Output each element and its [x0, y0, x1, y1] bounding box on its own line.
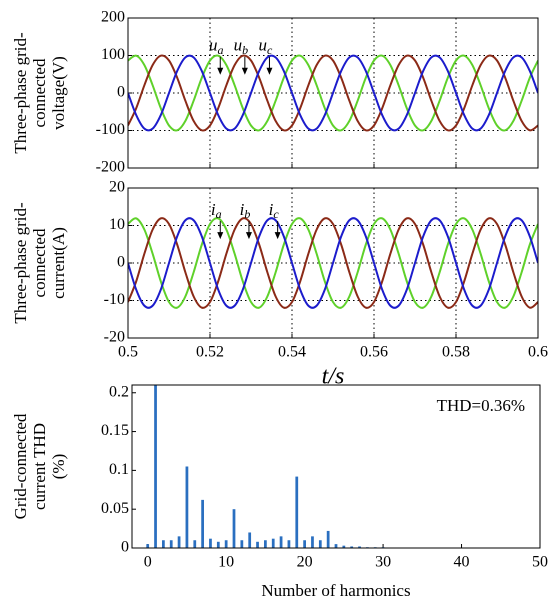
- bar: [264, 540, 267, 548]
- y-tick-label: 10: [109, 216, 125, 233]
- bar: [350, 546, 354, 548]
- series-line: [128, 217, 538, 309]
- bar: [177, 536, 181, 548]
- plot-frame: [131, 384, 541, 549]
- y-tick-label: 0.2: [109, 383, 129, 400]
- y-axis-label: voltage(V): [49, 56, 68, 130]
- y-axis-label: connected: [30, 58, 49, 127]
- series-label-subscript: c: [273, 207, 279, 221]
- y-tick-label: 0: [121, 539, 129, 556]
- y-tick-label: 20: [109, 179, 125, 196]
- y-axis-label: current(A): [49, 227, 68, 299]
- series-line: [128, 54, 538, 132]
- series-label-subscript: a: [218, 43, 224, 57]
- bar: [185, 466, 189, 548]
- series-label-subscript: b: [242, 43, 248, 57]
- arrow-head: [266, 67, 273, 75]
- series-label: ub: [234, 36, 249, 57]
- series-line: [128, 54, 538, 132]
- bar: [146, 544, 150, 548]
- x-tick-label: 30: [375, 554, 391, 571]
- series-label: ic: [269, 200, 280, 221]
- bar: [318, 540, 322, 548]
- x-tick-label: 0: [144, 554, 152, 571]
- arrow-head: [274, 232, 281, 240]
- y-axis-label: Three-phase grid-: [11, 202, 30, 324]
- arrow-head: [245, 232, 252, 240]
- y-tick-label: 200: [101, 9, 125, 26]
- y-tick-label: 0: [117, 84, 125, 101]
- bar: [334, 544, 338, 548]
- bar: [216, 541, 220, 548]
- bar: [279, 536, 283, 548]
- bar: [256, 541, 259, 548]
- bar: [201, 499, 204, 548]
- y-tick-label: 0.15: [101, 422, 129, 439]
- x-tick-label: 0.5: [118, 344, 138, 361]
- series-label-subscript: c: [267, 43, 273, 57]
- series-line: [128, 54, 538, 132]
- bar: [240, 540, 244, 548]
- bar: [154, 385, 157, 548]
- series-line: [128, 217, 538, 309]
- bar: [224, 540, 228, 548]
- x-axis-label: t/s: [322, 364, 345, 390]
- y-tick-label: 0.1: [109, 461, 129, 478]
- bar: [311, 536, 314, 548]
- x-tick-label: 40: [454, 554, 470, 571]
- x-tick-label: 0.6: [528, 344, 548, 361]
- series-label-subscript: a: [216, 207, 222, 221]
- y-axis-label: Grid-connected: [11, 413, 30, 519]
- bar: [303, 540, 306, 548]
- bar: [342, 545, 346, 548]
- series-line: [128, 217, 538, 309]
- series-label: ua: [209, 36, 224, 57]
- x-tick-label: 10: [218, 554, 234, 571]
- y-tick-label: 100: [101, 46, 125, 63]
- x-tick-label: 0.52: [196, 344, 224, 361]
- x-tick-label: 20: [297, 554, 313, 571]
- series-label: uc: [259, 36, 274, 57]
- plot-frame: [127, 187, 539, 339]
- bar: [358, 546, 361, 548]
- series-label-subscript: b: [244, 207, 250, 221]
- bar: [287, 540, 291, 548]
- bar: [295, 476, 299, 548]
- bar: [169, 540, 173, 548]
- series-label: ib: [240, 200, 251, 221]
- bar: [248, 532, 252, 548]
- y-axis-label: connected: [30, 228, 49, 297]
- bar: [193, 540, 197, 548]
- bar: [162, 540, 165, 548]
- y-tick-label: -200: [96, 159, 125, 176]
- y-axis-label: (%): [49, 454, 68, 479]
- y-tick-label: -10: [104, 291, 125, 308]
- annotation: THD=0.36%: [437, 396, 525, 415]
- y-tick-label: -20: [104, 329, 125, 346]
- y-tick-label: -100: [96, 121, 125, 138]
- x-tick-label: 0.54: [278, 344, 306, 361]
- plot-frame: [127, 17, 539, 169]
- series-label: ia: [211, 200, 222, 221]
- y-axis-label: current THD: [30, 423, 49, 510]
- x-tick-label: 50: [532, 554, 548, 571]
- arrow-head: [217, 232, 224, 240]
- x-tick-label: 0.58: [442, 344, 470, 361]
- bar: [326, 530, 330, 548]
- y-axis-label: Three-phase grid-: [11, 32, 30, 154]
- bar: [209, 538, 212, 548]
- x-axis-label: Number of harmonics: [261, 581, 410, 600]
- bar: [232, 509, 236, 548]
- arrow-head: [241, 67, 248, 75]
- y-tick-label: 0.05: [101, 500, 129, 517]
- bar: [271, 538, 275, 548]
- arrow-head: [217, 67, 224, 75]
- x-tick-label: 0.56: [360, 344, 388, 361]
- y-tick-label: 0: [117, 254, 125, 271]
